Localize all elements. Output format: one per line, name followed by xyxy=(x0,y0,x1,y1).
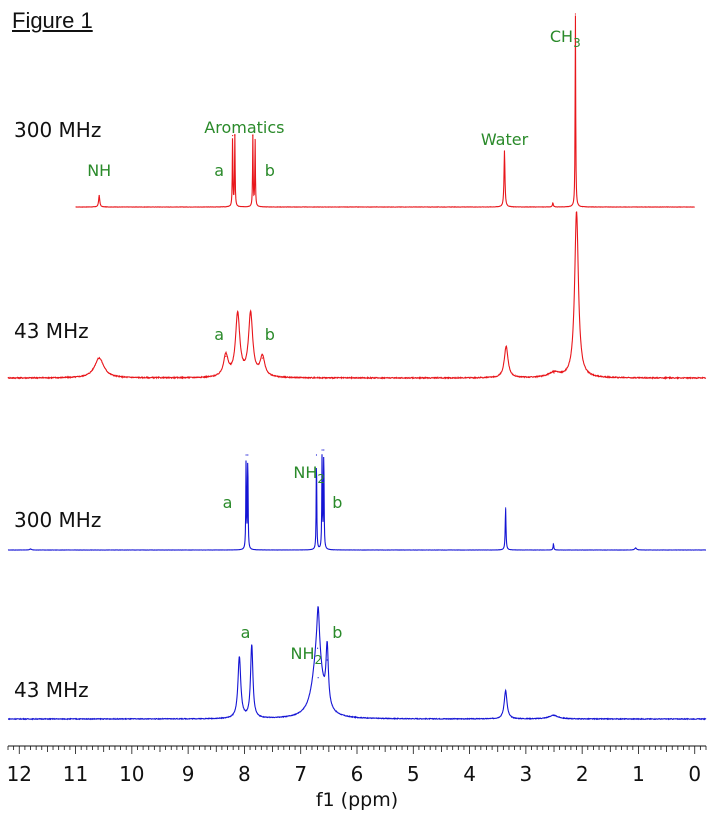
peak-marker xyxy=(234,134,236,137)
spectrum-3: 300 MHz a NH2 b xyxy=(7,449,707,551)
peak-marker xyxy=(98,357,100,359)
x-tick-label: 2 xyxy=(576,762,589,786)
peak-marker xyxy=(505,690,507,692)
peak-annotation: a xyxy=(214,325,224,344)
peak-marker xyxy=(247,454,249,456)
peak-annotation: a xyxy=(241,623,251,642)
peak-annotation: CH3 xyxy=(550,27,581,50)
peak-marker xyxy=(237,314,239,316)
spectrum-label: 43 MHz xyxy=(14,678,89,702)
peak-marker xyxy=(505,345,507,348)
peak-marker xyxy=(505,507,507,509)
peak-marker xyxy=(552,543,555,545)
figure-title: Figure 1 xyxy=(12,8,93,33)
x-tick-label: 1 xyxy=(632,762,645,786)
x-tick-label: 4 xyxy=(463,762,476,786)
peak-marker xyxy=(635,547,637,549)
peak-marker xyxy=(321,449,323,451)
peak-marker xyxy=(251,645,253,647)
peak-marker xyxy=(29,548,32,550)
peak-annotation: NH2 xyxy=(290,644,322,667)
peak-marker xyxy=(503,150,506,152)
peak-annotation: b xyxy=(332,493,342,512)
spectrum-label: 43 MHz xyxy=(14,319,89,343)
spectrum-trace xyxy=(75,15,695,208)
spectrum-4: 43 MHz a NH2 b xyxy=(7,606,707,721)
peak-marker xyxy=(326,659,328,661)
peak-annotation: b xyxy=(332,623,342,642)
spectrum-1: 300 MHz NH Aromatics a b Water CH3 xyxy=(14,13,695,208)
peak-marker xyxy=(323,449,325,451)
peak-marker xyxy=(317,647,319,649)
peak-annotation: NH2 xyxy=(293,463,325,486)
peak-marker xyxy=(254,138,256,141)
x-tick-label: 10 xyxy=(119,762,144,786)
spectrum-trace xyxy=(7,606,707,721)
peak-marker xyxy=(552,714,555,717)
peak-marker xyxy=(317,677,319,679)
x-axis-title: f1 (ppm) xyxy=(316,789,398,811)
spectrum-label: 300 MHz xyxy=(14,118,101,142)
x-tick-label: 12 xyxy=(7,762,32,786)
x-tick-label: 6 xyxy=(351,762,364,786)
x-tick-label: 0 xyxy=(688,762,701,786)
peak-annotation: a xyxy=(223,493,233,512)
peak-marker xyxy=(238,657,240,659)
x-tick-label: 8 xyxy=(238,762,251,786)
peak-marker xyxy=(575,211,578,213)
peak-annotation: NH xyxy=(87,161,111,180)
peak-marker xyxy=(553,372,555,374)
peak-marker xyxy=(261,357,264,359)
peak-marker xyxy=(574,13,577,15)
peak-marker xyxy=(250,314,252,316)
spectrum-trace xyxy=(7,211,707,380)
peak-marker xyxy=(98,194,100,197)
peak-marker xyxy=(245,454,247,456)
peak-marker xyxy=(232,134,234,137)
x-tick-label: 3 xyxy=(520,762,533,786)
x-tick-label: 5 xyxy=(407,762,420,786)
spectrum-label: 300 MHz xyxy=(14,508,101,532)
x-tick-label: 7 xyxy=(294,762,307,786)
x-tick-label: 9 xyxy=(182,762,195,786)
peak-annotation: a xyxy=(214,161,224,180)
x-tick-label: 11 xyxy=(63,762,88,786)
peak-annotation: b xyxy=(265,161,275,180)
peak-marker xyxy=(315,454,318,456)
x-axis: 12 11 10 9 8 7 6 5 4 3 2 1 0f1 (ppm) xyxy=(7,745,707,811)
peak-marker xyxy=(252,134,254,137)
peak-annotation: Aromatics xyxy=(204,118,284,137)
peak-annotation: Water xyxy=(481,130,529,149)
peak-annotation: b xyxy=(265,325,275,344)
spectrum-trace xyxy=(7,454,707,551)
peak-marker xyxy=(225,355,227,358)
spectrum-2: 43 MHz a b xyxy=(7,211,707,380)
peak-marker xyxy=(552,202,554,204)
